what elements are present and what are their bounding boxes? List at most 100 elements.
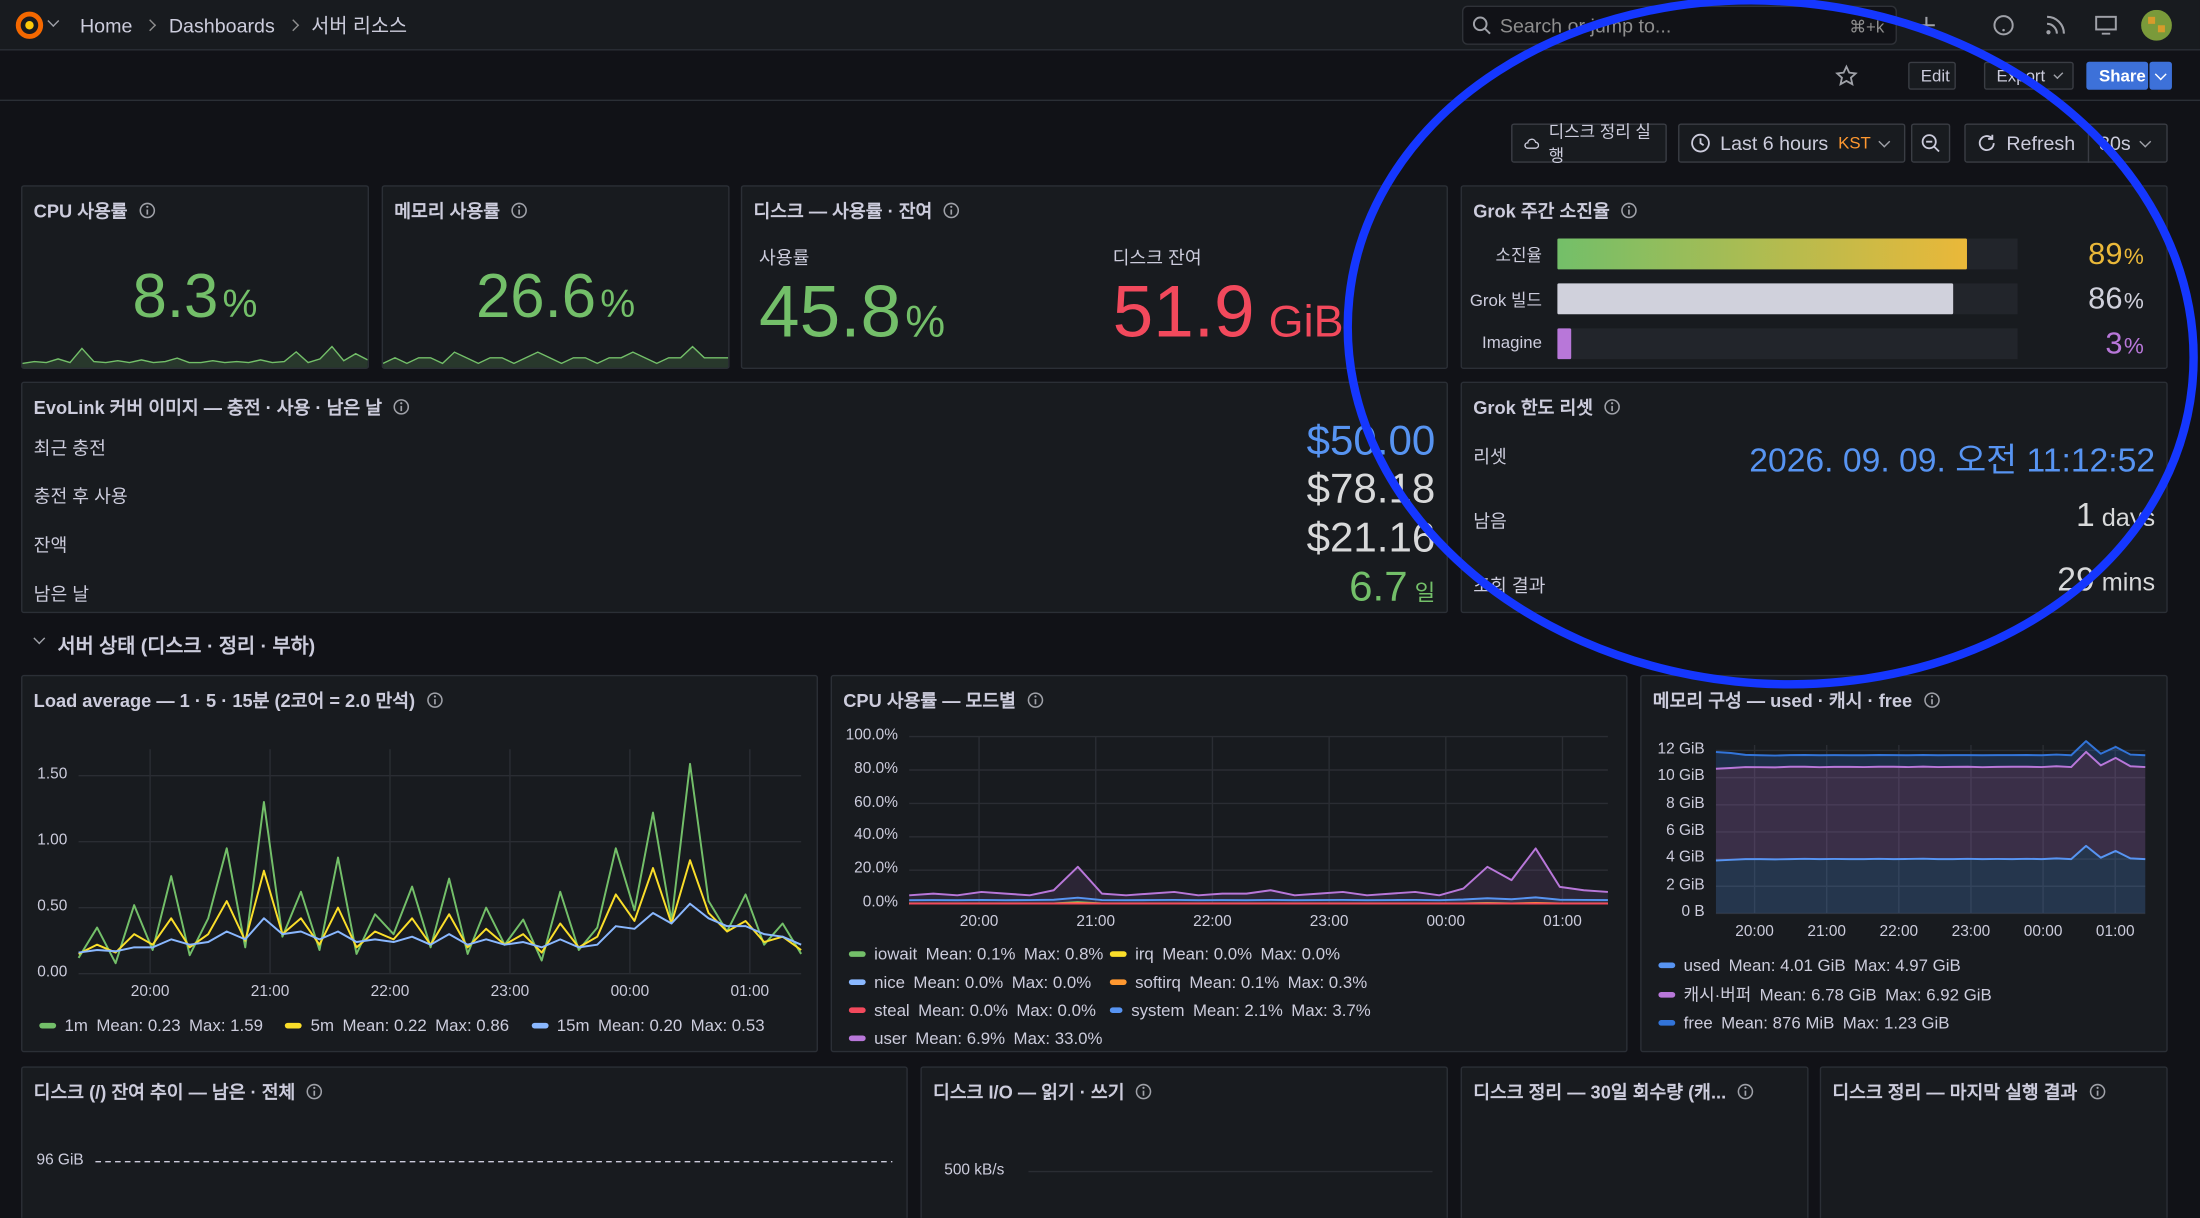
bar-value: 86%: [2088, 281, 2144, 317]
stat-label: 디스크 잔여: [1112, 246, 1202, 268]
panel: EvoLink 커버 이미지 — 충전 · 사용 · 남은 날 최근 충전 $50.…: [21, 381, 1448, 614]
legend-item[interactable]: nice Mean: 0.0% Max: 0.0%: [848, 972, 1110, 992]
row-title[interactable]: 서버 상태 (디스크 · 정리 · 부하): [57, 634, 316, 657]
legend-mean: Mean: 0.22: [342, 1015, 427, 1036]
stat-number: 26.6: [475, 262, 597, 332]
legend-mean: Mean: 0.1%: [1189, 972, 1280, 992]
breadcrumb[interactable]: 서버 리소스: [311, 14, 408, 37]
y-tick-label: 6 GiB: [1666, 822, 1705, 839]
legend-max: Max: 0.3%: [1287, 972, 1368, 992]
stat-label: 사용률: [759, 246, 810, 268]
legend-swatch: [531, 1022, 549, 1029]
x-tick-label: 20:00: [1735, 923, 1774, 941]
legend-item[interactable]: 5m Mean: 0.22 Max: 0.86: [285, 1015, 510, 1036]
legend-max: Max: 0.0%: [1260, 944, 1341, 964]
cleanup-button[interactable]: 디스크 정리 실행: [1511, 122, 1667, 166]
export-button[interactable]: Export: [1983, 61, 2074, 90]
legend-item[interactable]: system Mean: 2.1% Max: 3.7%: [1109, 1000, 1371, 1020]
row-label: 남음: [1473, 510, 1507, 532]
y-tick-label: 8 GiB: [1666, 794, 1705, 812]
cloud-icon-part: [1524, 138, 1539, 149]
info-icon-part: [1143, 1086, 1146, 1089]
series-line: [78, 902, 802, 954]
legend-swatch: [1109, 979, 1127, 985]
row-label: 조회 결과: [1473, 575, 1546, 597]
info-icon-part: [313, 1086, 317, 1089]
zoom-icon-part: [1933, 145, 1940, 153]
row-value-unit: 일: [1414, 582, 1436, 607]
info-icon-part: [518, 204, 521, 208]
share-dropdown[interactable]: [2149, 61, 2172, 90]
legend-item[interactable]: 1m Mean: 0.23 Max: 1.59: [39, 1015, 263, 1036]
row-value: 2026. 09. 09. 오전 11:12:52: [1749, 432, 2155, 481]
info-icon: [307, 1083, 323, 1099]
panel-title: CPU 사용률: [33, 200, 128, 222]
breadcrumb[interactable]: Dashboards: [168, 14, 275, 37]
panel: 디스크 I/O — 읽기 · 쓰기 500 kB/s: [920, 1066, 1448, 1218]
legend-item[interactable]: 캐시·버퍼 Mean: 6.78 GiB Max: 6.92 GiB: [1658, 982, 1992, 1006]
panel-header: CPU 사용률: [34, 196, 156, 223]
dropdown-chevron: [1878, 135, 1891, 147]
panel: 디스크 정리 — 30일 회수량 (캐...: [1460, 1066, 1809, 1218]
legend-item[interactable]: irq Mean: 0.0% Max: 0.0%: [1109, 944, 1371, 964]
stat-value: 26.6%: [383, 262, 728, 332]
panel-header: 디스크 (/) 잔여 추이 — 남은 · 전체: [34, 1078, 324, 1105]
legend-item[interactable]: 15m Mean: 0.20 Max: 0.53: [531, 1016, 765, 1035]
row-value-text: 1: [2075, 496, 2095, 535]
bar-value-unit: %: [2123, 335, 2144, 360]
sparkline-line: [383, 345, 729, 365]
info-icon-part: [1738, 1083, 1754, 1099]
legend-item[interactable]: softirq Mean: 0.1% Max: 0.3%: [1109, 972, 1371, 992]
legend-item[interactable]: free Mean: 876 MiB Max: 1.23 GiB: [1658, 1013, 1991, 1033]
top-bar: Home Dashboards 서버 리소스 Search or jump to...…: [0, 0, 2200, 51]
breadcrumb[interactable]: Home: [79, 14, 133, 37]
refresh-button[interactable]: Refresh 30s: [1964, 123, 2168, 163]
share-button[interactable]: Share: [2086, 61, 2149, 90]
help-icon: [1993, 15, 2014, 36]
cloud-icon: [1524, 138, 1539, 149]
bar-value-unit: %: [2123, 245, 2144, 270]
x-tick-label: 22:00: [370, 983, 410, 1001]
clock-icon: [1691, 133, 1710, 153]
legend-item[interactable]: user Mean: 6.9% Max: 33.0%: [848, 1028, 1110, 1048]
legend-max: Max: 1.59: [189, 1015, 263, 1036]
y-tick-label: 40.0%: [854, 826, 898, 844]
time-picker[interactable]: Last 6 hours KST: [1678, 123, 1906, 163]
edit-button[interactable]: Edit: [1908, 61, 1956, 90]
stat-unit: %: [905, 296, 946, 347]
star-icon: [1835, 64, 1858, 86]
legend-item[interactable]: iowait Mean: 0.1% Max: 0.8%: [848, 944, 1110, 964]
zoom-out-button[interactable]: [1910, 123, 1951, 163]
x-tick-label: 23:00: [1951, 923, 1991, 941]
y-tick-label: 1.50: [37, 765, 68, 783]
legend-swatch: [1109, 951, 1127, 957]
legend: 1m Mean: 0.23 Max: 1.59 5m Mean: 0.22 Max: 0.…: [39, 1015, 765, 1036]
avatar-part: [2148, 16, 2156, 24]
info-icon-part: [146, 204, 149, 208]
series-line: [1715, 844, 2146, 862]
panel-title: Grok 한도 리셋: [1473, 397, 1594, 419]
legend: used Mean: 4.01 GiB Max: 4.97 GiB 캐시·버퍼 Mean…: [1658, 955, 1992, 1033]
x-tick-label: 20:00: [959, 913, 999, 931]
info-icon: [139, 201, 156, 218]
info-icon: [1604, 398, 1621, 414]
row-value-text: 29: [2057, 561, 2095, 600]
bar-gauge: [1557, 238, 2018, 360]
row-value: 6.7 일: [1349, 565, 1436, 612]
legend-max: Max: 0.86: [435, 1015, 510, 1036]
legend-item[interactable]: used Mean: 4.01 GiB Max: 4.97 GiB: [1658, 955, 1991, 975]
y-tick-label: 0.00: [37, 963, 68, 981]
info-icon-part: [1136, 1083, 1152, 1099]
row-value-text: $21.16: [1306, 515, 1436, 562]
plot: [77, 749, 802, 975]
legend-item[interactable]: steal Mean: 0.0% Max: 0.0%: [848, 1000, 1110, 1021]
search-box[interactable]: Search or jump to... ⌘+k: [1461, 5, 1897, 45]
legend-max: Max: 6.92 GiB: [1885, 984, 1992, 1004]
bar-value-number: 89: [2088, 235, 2123, 271]
info-icon-part: [426, 691, 443, 708]
legend-max: Max: 0.0%: [1016, 1000, 1096, 1021]
button-label: Edit: [1920, 65, 1950, 86]
search-icon-part: [1472, 16, 1488, 32]
series-line: [1715, 750, 2146, 770]
